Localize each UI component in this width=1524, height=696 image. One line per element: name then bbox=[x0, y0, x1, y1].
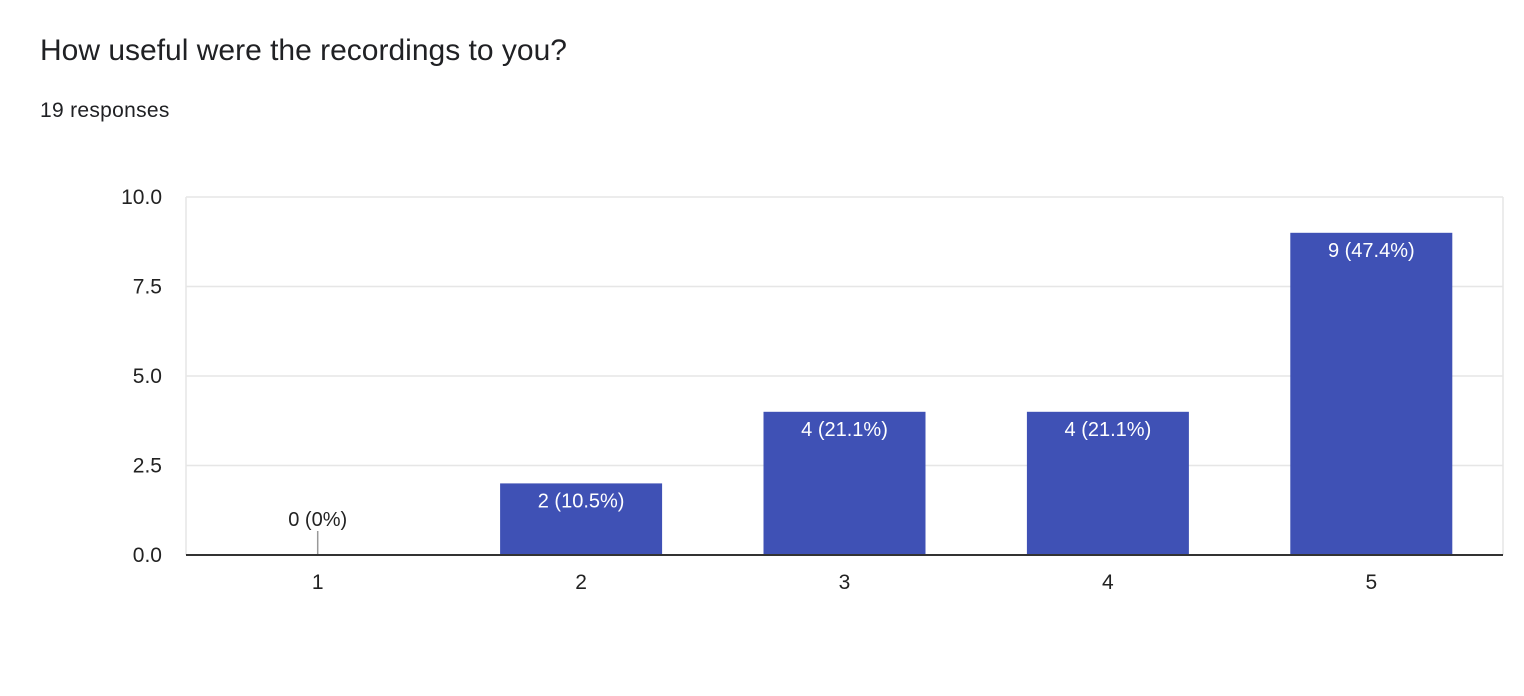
y-tick-label: 7.5 bbox=[133, 276, 162, 299]
y-axis-ticks: 0.0 2.5 5.0 7.5 10.0 bbox=[121, 186, 162, 567]
y-tick-label: 2.5 bbox=[133, 455, 162, 478]
bars bbox=[316, 232, 1453, 556]
bar bbox=[1290, 232, 1453, 556]
x-tick-label: 2 bbox=[575, 571, 587, 594]
data-label: 2 (10.5%) bbox=[538, 490, 625, 512]
data-label: 9 (47.4%) bbox=[1328, 240, 1415, 262]
x-tick-label: 4 bbox=[1102, 571, 1114, 594]
question-title: How useful were the recordings to you? bbox=[40, 34, 567, 67]
data-label: 4 (21.1%) bbox=[801, 419, 888, 441]
bar bbox=[763, 411, 926, 555]
x-tick-label: 5 bbox=[1365, 571, 1377, 594]
x-tick-label: 3 bbox=[839, 571, 851, 594]
response-count: 19 responses bbox=[40, 99, 170, 122]
y-tick-label: 0.0 bbox=[133, 544, 162, 567]
x-axis-ticks: 1 2 3 4 5 bbox=[312, 571, 1377, 594]
x-tick-label: 1 bbox=[312, 571, 324, 594]
data-labels: 0 (0%) 2 (10.5%) 4 (21.1%) 4 (21.1%) 9 (47.4… bbox=[288, 240, 1414, 531]
y-tick-label: 10.0 bbox=[121, 186, 162, 209]
y-tick-label: 5.0 bbox=[133, 365, 162, 388]
bar bbox=[500, 483, 663, 555]
bar bbox=[1026, 411, 1189, 555]
data-label: 0 (0%) bbox=[288, 509, 347, 531]
data-label: 4 (21.1%) bbox=[1065, 419, 1152, 441]
